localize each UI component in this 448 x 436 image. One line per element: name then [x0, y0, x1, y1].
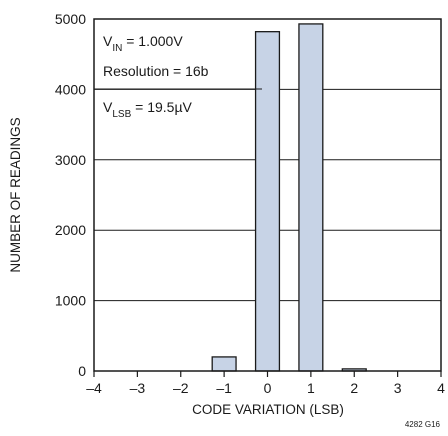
- x-tick-label: –3: [130, 380, 146, 396]
- bar: [211, 356, 237, 372]
- x-tick-label: 3: [394, 380, 402, 396]
- x-tick-label: 4: [437, 380, 445, 396]
- y-axis-title: NUMBER OF READINGS: [8, 117, 23, 272]
- y-tick-label: 0: [78, 363, 86, 379]
- annotation-resolution: Resolution = 16b: [103, 63, 209, 79]
- x-tick-label: –4: [86, 380, 102, 396]
- annotation-vin: VIN = 1.000V: [103, 33, 183, 54]
- x-tick-label: 2: [350, 380, 358, 396]
- y-axis-ticks: 0 1000 2000 3000 4000 5000: [55, 11, 86, 379]
- y-tick-label: 2000: [55, 222, 86, 238]
- annotation-box: VIN = 1.000V Resolution = 16b VLSB = 19.…: [94, 33, 262, 120]
- y-tick-label: 5000: [55, 11, 86, 27]
- bars: [211, 23, 367, 372]
- x-axis-ticks: –4 –3 –2 –1 0 1 2 3 4: [86, 371, 445, 396]
- bar: [254, 31, 281, 372]
- figure-id: 4282 G16: [405, 420, 441, 429]
- x-tick-label: 0: [264, 380, 272, 396]
- x-axis-title: CODE VARIATION (LSB): [192, 402, 344, 417]
- x-tick-label: –1: [216, 380, 232, 396]
- y-tick-label: 1000: [55, 293, 86, 309]
- x-tick-label: –2: [173, 380, 189, 396]
- annotation-vlsb: VLSB = 19.5µV: [103, 99, 193, 120]
- y-tick-label: 4000: [55, 81, 86, 97]
- x-tick-label: 1: [307, 380, 315, 396]
- y-tick-label: 3000: [55, 152, 86, 168]
- bar: [298, 23, 324, 372]
